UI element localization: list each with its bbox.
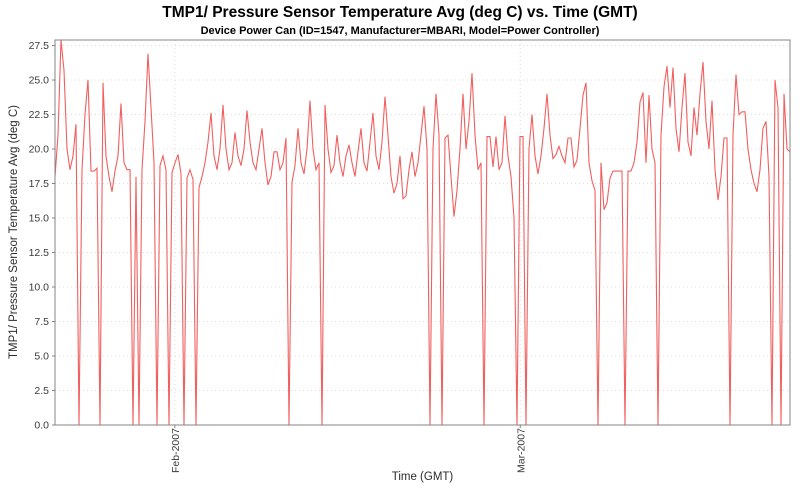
y-tick-label: 12.5 (29, 247, 50, 259)
y-tick-label: 15.0 (29, 213, 50, 225)
plot-border (54, 39, 791, 426)
y-tick-label: 20.0 (29, 144, 50, 156)
y-tick-label: 27.5 (29, 40, 50, 52)
x-axis-title: Time (GMT) (391, 471, 454, 483)
y-tick-label: 0.0 (34, 420, 49, 432)
y-tick-label: 10.0 (29, 282, 50, 294)
y-tick-label: 17.5 (29, 178, 50, 190)
y-tick-label: 7.5 (34, 316, 49, 328)
chart-subtitle: Device Power Can (ID=1547, Manufacturer=… (200, 25, 600, 37)
y-tick-label: 22.5 (29, 109, 50, 121)
temperature-series-line (54, 39, 791, 426)
y-tick-label: 2.5 (34, 385, 49, 397)
x-tick-label: Feb-2007 (170, 428, 182, 473)
y-tick-label: 25.0 (29, 75, 50, 87)
chart-title: TMP1/ Pressure Sensor Temperature Avg (d… (162, 4, 638, 21)
y-tick-label: 5.0 (34, 351, 49, 363)
y-axis-title: TMP1/ Pressure Sensor Temperature Avg (d… (8, 105, 20, 359)
x-tick-label: Mar-2007 (515, 428, 527, 473)
